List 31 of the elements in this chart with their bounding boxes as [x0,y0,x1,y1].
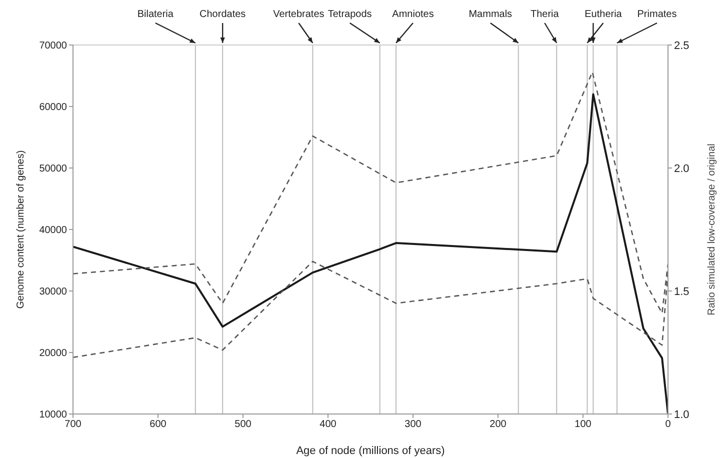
y2-tick-label: 2.0 [674,162,690,175]
ref-line-label: Tetrapods [328,9,372,20]
x-tick-label: 200 [490,419,507,430]
x-tick-label: 500 [234,419,252,430]
ref-line-label: Amniotes [392,9,434,20]
x-tick-label: 600 [150,419,167,430]
x-tick-label: 400 [320,419,337,430]
ref-line-label: Vertebrates [273,9,324,20]
y-axis-title: Genome content (number of genes) [16,150,27,309]
y-tick-label: 20000 [39,348,68,360]
x-axis-title: Age of node (millions of years) [296,445,445,457]
y-tick-label: 70000 [39,40,68,52]
x-tick-label: 100 [574,419,592,430]
y-tick-label: 30000 [39,286,68,298]
x-tick-label: 700 [64,419,82,430]
y-tick-label: 50000 [39,164,68,175]
y-tick-label: 10000 [39,410,68,421]
ref-line-label: Primates [637,9,677,20]
x-tick-label: 0 [665,419,672,430]
ref-line-label: Theria [530,9,560,20]
y2-tick-label: 2.5 [674,40,690,52]
y-tick-label: 60000 [39,102,68,114]
ref-line-label: Mammals [468,9,512,20]
ref-line-label: Bilateria [137,9,174,20]
x-tick-label: 300 [404,419,422,430]
ref-line-label: Chordates [200,9,246,20]
y-tick-label: 40000 [39,225,68,236]
y2-tick-label: 1.5 [674,286,690,298]
ref-line-label: Eutheria [584,9,622,20]
y2-tick-label: 1.0 [674,408,690,421]
y2-axis-title: Ratio simulated low-coverage / original [706,144,718,316]
